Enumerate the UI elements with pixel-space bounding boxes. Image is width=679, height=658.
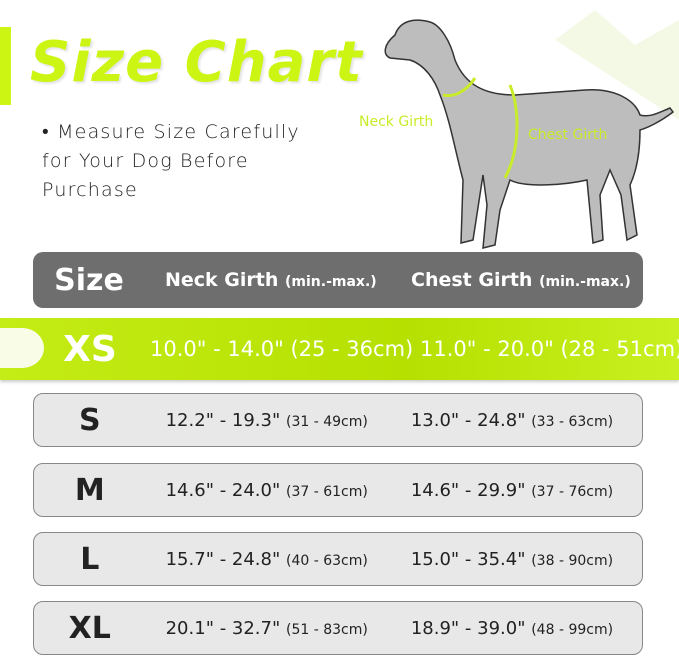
chest-cm: (38 - 90cm): [531, 552, 614, 569]
page-title: Size Chart: [30, 30, 363, 95]
row-neck: 14.6" - 24.0" (37 - 61cm): [146, 480, 385, 501]
table-row-s: S 12.2" - 19.3" (31 - 49cm) 13.0" - 24.8…: [33, 393, 643, 447]
header-neck-label: Neck Girth: [165, 269, 279, 291]
row-chest: 14.6" - 29.9" (37 - 76cm): [385, 480, 642, 501]
neck-girth-label: Neck Girth: [359, 114, 434, 130]
table-header: Size Neck Girth (min.-max.) Chest Girth …: [33, 252, 643, 308]
neck-cm: (31 - 49cm): [286, 413, 368, 430]
row-size: XL: [68, 610, 111, 646]
row-chest: 13.0" - 24.8" (33 - 63cm): [385, 410, 642, 431]
header-size: Size: [54, 262, 124, 298]
neck-inches: 14.6" - 24.0": [165, 479, 281, 501]
neck-inches: 20.1" - 32.7": [165, 617, 281, 639]
header-chest-unit: (min.-max.): [539, 274, 631, 290]
measure-note: • Measure Size Carefully for Your Dog Be…: [42, 121, 300, 201]
chest-inches: 13.0" - 24.8": [410, 409, 526, 431]
chest-inches: 18.9" - 39.0": [410, 617, 526, 639]
table-row-m: M 14.6" - 24.0" (37 - 61cm) 14.6" - 29.9…: [33, 463, 643, 517]
neck-inches: 12.2" - 19.3": [165, 409, 281, 431]
row-size: S: [79, 402, 101, 438]
chest-inches: 15.0" - 35.4": [410, 548, 526, 570]
neck-cm: (25 - 36cm): [290, 337, 414, 361]
row-chest: 11.0" - 20.0" (28 - 51cm): [420, 337, 679, 361]
row-neck: 10.0" - 14.0" (25 - 36cm): [150, 337, 420, 361]
table-row-xs: XS 10.0" - 14.0" (25 - 36cm) 11.0" - 20.…: [0, 318, 679, 380]
chest-inches: 14.6" - 29.9": [410, 479, 526, 501]
row-size: XS: [63, 328, 117, 370]
row-neck: 15.7" - 24.8" (40 - 63cm): [146, 549, 385, 570]
header-neck: Neck Girth (min.-max.): [145, 269, 385, 291]
neck-cm: (51 - 83cm): [286, 621, 368, 638]
row-chest: 18.9" - 39.0" (48 - 99cm): [385, 618, 642, 639]
dog-head-icon: [0, 328, 44, 368]
chest-girth-label: Chest Girth: [528, 127, 608, 143]
row-chest: 15.0" - 35.4" (38 - 90cm): [385, 549, 642, 570]
row-neck: 20.1" - 32.7" (51 - 83cm): [146, 618, 385, 639]
row-size: M: [74, 472, 105, 508]
chest-cm: (48 - 99cm): [531, 621, 614, 638]
header-neck-unit: (min.-max.): [285, 274, 377, 290]
chest-inches: 11.0" - 20.0": [420, 337, 554, 361]
header-chest: Chest Girth (min.-max.): [385, 269, 643, 291]
row-neck: 12.2" - 19.3" (31 - 49cm): [146, 410, 385, 431]
row-size: L: [80, 541, 100, 577]
chest-cm: (28 - 51cm): [560, 337, 679, 361]
chest-cm: (37 - 76cm): [531, 483, 614, 500]
chest-cm: (33 - 63cm): [531, 413, 614, 430]
neck-inches: 15.7" - 24.8": [165, 548, 281, 570]
neck-cm: (40 - 63cm): [286, 552, 368, 569]
header-chest-label: Chest Girth: [411, 269, 533, 291]
neck-cm: (37 - 61cm): [286, 483, 368, 500]
table-row-xl: XL 20.1" - 32.7" (51 - 83cm) 18.9" - 39.…: [33, 601, 643, 655]
table-row-l: L 15.7" - 24.8" (40 - 63cm) 15.0" - 35.4…: [33, 532, 643, 586]
dog-illustration: [384, 10, 679, 249]
neck-inches: 10.0" - 14.0": [150, 337, 284, 361]
accent-bar: [0, 27, 11, 105]
